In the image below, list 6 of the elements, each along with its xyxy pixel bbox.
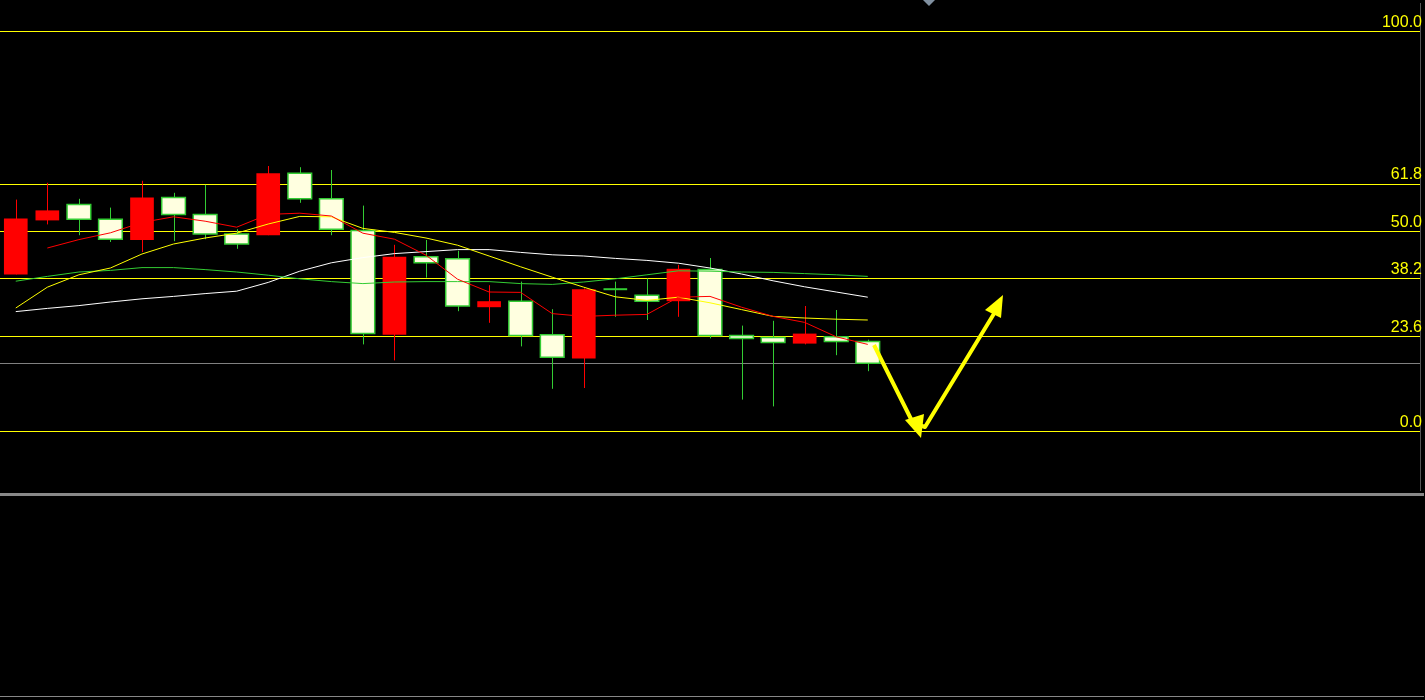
y-tick-label: 23.6 [1390,318,1423,336]
y-tick-label: 100.0 [1381,12,1423,30]
y-tick-label: 61.8 [1390,165,1423,183]
y-tick-label: 38.2 [1390,259,1423,277]
y-tick-label: 50.0 [1390,212,1423,230]
y-tick-label: 0.0 [1399,412,1423,430]
